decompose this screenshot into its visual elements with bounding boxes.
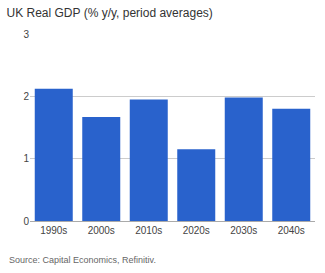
svg-text:2030s: 2030s — [230, 225, 257, 236]
svg-text:Source: Capital Economics, Ref: Source: Capital Economics, Refinitiv. — [9, 255, 156, 265]
svg-text:2: 2 — [23, 91, 29, 102]
svg-text:1990s: 1990s — [40, 225, 67, 236]
svg-text:UK Real GDP (% y/y, period ave: UK Real GDP (% y/y, period averages) — [7, 6, 213, 20]
svg-text:1: 1 — [23, 153, 29, 164]
svg-text:2000s: 2000s — [88, 225, 115, 236]
svg-text:2040s: 2040s — [278, 225, 305, 236]
svg-text:2010s: 2010s — [135, 225, 162, 236]
svg-text:3: 3 — [23, 29, 29, 40]
svg-text:0: 0 — [23, 216, 29, 227]
svg-text:2020s: 2020s — [183, 225, 210, 236]
